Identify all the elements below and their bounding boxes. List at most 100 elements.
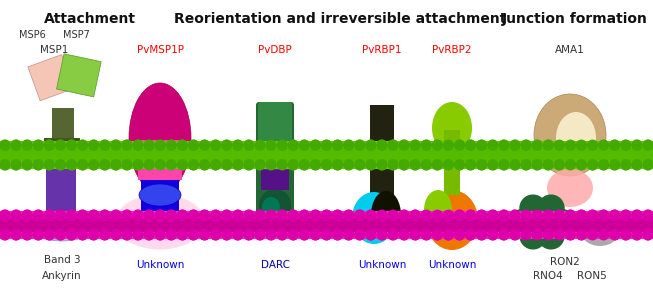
- Circle shape: [410, 160, 420, 170]
- Circle shape: [521, 160, 531, 170]
- Circle shape: [410, 140, 420, 150]
- Circle shape: [244, 160, 254, 170]
- Circle shape: [488, 140, 498, 150]
- Circle shape: [510, 160, 520, 170]
- Circle shape: [355, 140, 365, 150]
- Circle shape: [632, 140, 642, 150]
- Circle shape: [388, 210, 398, 220]
- Circle shape: [133, 210, 143, 220]
- Circle shape: [366, 230, 376, 240]
- FancyBboxPatch shape: [44, 138, 80, 160]
- Circle shape: [399, 160, 409, 170]
- Circle shape: [321, 140, 332, 150]
- Circle shape: [521, 160, 531, 170]
- Circle shape: [588, 230, 597, 240]
- Circle shape: [510, 230, 520, 240]
- Circle shape: [377, 160, 387, 170]
- Circle shape: [200, 160, 210, 170]
- Circle shape: [299, 210, 310, 220]
- Circle shape: [643, 210, 653, 220]
- Circle shape: [111, 160, 121, 170]
- Circle shape: [67, 140, 76, 150]
- Circle shape: [178, 210, 187, 220]
- Circle shape: [211, 140, 221, 150]
- Ellipse shape: [33, 219, 91, 241]
- Text: PvMSP1P: PvMSP1P: [136, 45, 183, 55]
- Circle shape: [388, 160, 398, 170]
- Circle shape: [0, 140, 10, 150]
- Circle shape: [421, 160, 431, 170]
- Circle shape: [122, 230, 132, 240]
- Circle shape: [332, 140, 343, 150]
- Circle shape: [432, 160, 442, 170]
- Circle shape: [310, 140, 321, 150]
- Circle shape: [466, 210, 475, 220]
- Circle shape: [277, 230, 287, 240]
- Circle shape: [554, 160, 564, 170]
- Circle shape: [67, 210, 76, 220]
- Circle shape: [577, 160, 586, 170]
- Circle shape: [599, 210, 609, 220]
- Circle shape: [466, 230, 475, 240]
- Circle shape: [538, 223, 564, 249]
- Circle shape: [56, 210, 65, 220]
- Bar: [444, 130, 460, 195]
- Circle shape: [44, 230, 54, 240]
- Circle shape: [0, 230, 10, 240]
- Circle shape: [466, 230, 475, 240]
- Circle shape: [233, 230, 243, 240]
- Circle shape: [388, 140, 398, 150]
- Circle shape: [532, 230, 542, 240]
- Circle shape: [222, 230, 232, 240]
- Circle shape: [288, 160, 298, 170]
- Bar: [138, 140, 182, 180]
- Circle shape: [111, 160, 121, 170]
- Circle shape: [22, 140, 32, 150]
- Circle shape: [266, 140, 276, 150]
- Circle shape: [577, 210, 586, 220]
- Circle shape: [610, 230, 620, 240]
- Circle shape: [532, 210, 542, 220]
- Circle shape: [288, 230, 298, 240]
- Circle shape: [520, 195, 546, 221]
- Circle shape: [554, 230, 564, 240]
- Circle shape: [167, 140, 176, 150]
- Circle shape: [44, 160, 54, 170]
- Circle shape: [89, 210, 99, 220]
- Circle shape: [33, 160, 43, 170]
- FancyBboxPatch shape: [141, 177, 179, 238]
- Circle shape: [554, 210, 564, 220]
- Circle shape: [222, 210, 232, 220]
- Circle shape: [299, 230, 310, 240]
- Circle shape: [343, 230, 354, 240]
- Text: Band 3: Band 3: [44, 255, 80, 265]
- Circle shape: [488, 230, 498, 240]
- Circle shape: [599, 140, 609, 150]
- Circle shape: [421, 140, 431, 150]
- Circle shape: [89, 210, 99, 220]
- Circle shape: [277, 230, 287, 240]
- Circle shape: [44, 160, 54, 170]
- Circle shape: [222, 160, 232, 170]
- Circle shape: [78, 230, 88, 240]
- Circle shape: [443, 210, 453, 220]
- Circle shape: [632, 230, 642, 240]
- Circle shape: [599, 210, 609, 220]
- Circle shape: [211, 230, 221, 240]
- Circle shape: [244, 160, 254, 170]
- Circle shape: [421, 230, 431, 240]
- Circle shape: [133, 140, 143, 150]
- Circle shape: [510, 160, 520, 170]
- Circle shape: [388, 230, 398, 240]
- Circle shape: [144, 140, 154, 150]
- Circle shape: [421, 140, 431, 150]
- Circle shape: [111, 140, 121, 150]
- Circle shape: [399, 140, 409, 150]
- Circle shape: [466, 140, 475, 150]
- Circle shape: [521, 140, 531, 150]
- Circle shape: [233, 230, 243, 240]
- Circle shape: [643, 140, 653, 150]
- Circle shape: [499, 140, 509, 150]
- Circle shape: [255, 160, 265, 170]
- Circle shape: [510, 210, 520, 220]
